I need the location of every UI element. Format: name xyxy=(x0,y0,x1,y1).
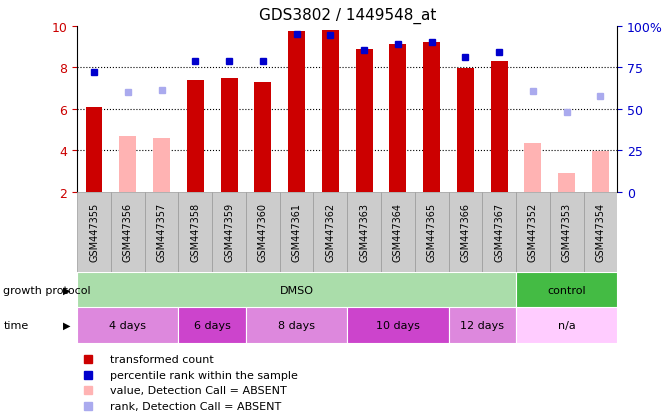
Text: GSM447355: GSM447355 xyxy=(89,203,99,262)
Text: GSM447354: GSM447354 xyxy=(595,203,605,262)
Bar xyxy=(516,308,617,343)
Bar xyxy=(77,273,516,308)
Text: GSM447362: GSM447362 xyxy=(325,203,336,262)
Bar xyxy=(288,32,305,192)
Bar xyxy=(153,138,170,192)
Text: GSM447356: GSM447356 xyxy=(123,203,133,262)
Bar xyxy=(178,192,212,273)
Bar xyxy=(482,192,516,273)
Text: GSM447365: GSM447365 xyxy=(427,203,437,262)
Bar xyxy=(246,192,280,273)
Text: GSM447357: GSM447357 xyxy=(156,203,166,262)
Bar xyxy=(348,308,448,343)
Bar xyxy=(491,62,507,192)
Bar xyxy=(111,192,145,273)
Bar xyxy=(423,43,440,192)
Bar xyxy=(457,69,474,192)
Bar xyxy=(584,192,617,273)
Text: GSM447359: GSM447359 xyxy=(224,203,234,262)
Bar xyxy=(415,192,448,273)
Bar xyxy=(550,192,584,273)
Bar xyxy=(212,192,246,273)
Text: n/a: n/a xyxy=(558,320,576,330)
Text: 8 days: 8 days xyxy=(278,320,315,330)
Text: GSM447360: GSM447360 xyxy=(258,203,268,262)
Bar xyxy=(348,192,381,273)
Bar xyxy=(516,273,617,308)
Bar xyxy=(381,192,415,273)
Bar xyxy=(86,107,103,192)
Bar xyxy=(558,173,575,192)
Bar xyxy=(592,152,609,192)
Text: 10 days: 10 days xyxy=(376,320,420,330)
Bar xyxy=(516,192,550,273)
Text: control: control xyxy=(548,285,586,295)
Text: GSM447366: GSM447366 xyxy=(460,203,470,262)
Text: 6 days: 6 days xyxy=(194,320,231,330)
Text: GSM447367: GSM447367 xyxy=(494,203,504,262)
Text: GSM447352: GSM447352 xyxy=(528,203,538,262)
Title: GDS3802 / 1449548_at: GDS3802 / 1449548_at xyxy=(258,8,436,24)
Text: GSM447353: GSM447353 xyxy=(562,203,572,262)
Text: time: time xyxy=(3,320,29,330)
Text: transformed count: transformed count xyxy=(109,354,213,364)
Bar xyxy=(178,308,246,343)
Bar xyxy=(77,308,178,343)
Bar xyxy=(254,83,271,192)
Text: GSM447363: GSM447363 xyxy=(359,203,369,262)
Text: value, Detection Call = ABSENT: value, Detection Call = ABSENT xyxy=(109,386,287,396)
Bar xyxy=(119,136,136,192)
Bar xyxy=(322,31,339,192)
Text: ▶: ▶ xyxy=(63,285,70,295)
Bar xyxy=(145,192,178,273)
Bar xyxy=(246,308,348,343)
Text: GSM447364: GSM447364 xyxy=(393,203,403,262)
Text: percentile rank within the sample: percentile rank within the sample xyxy=(109,370,297,380)
Bar xyxy=(280,192,313,273)
Text: rank, Detection Call = ABSENT: rank, Detection Call = ABSENT xyxy=(109,401,281,411)
Text: GSM447361: GSM447361 xyxy=(292,203,301,262)
Text: GSM447358: GSM447358 xyxy=(191,203,201,262)
Bar xyxy=(77,192,111,273)
Text: growth protocol: growth protocol xyxy=(3,285,91,295)
Text: DMSO: DMSO xyxy=(280,285,313,295)
Bar xyxy=(389,44,407,192)
Bar xyxy=(221,78,238,192)
Bar xyxy=(187,81,204,192)
Bar xyxy=(525,143,541,192)
Bar xyxy=(356,50,372,192)
Bar xyxy=(448,308,516,343)
Text: ▶: ▶ xyxy=(63,320,70,330)
Text: 12 days: 12 days xyxy=(460,320,505,330)
Bar xyxy=(448,192,482,273)
Bar xyxy=(313,192,348,273)
Text: 4 days: 4 days xyxy=(109,320,146,330)
